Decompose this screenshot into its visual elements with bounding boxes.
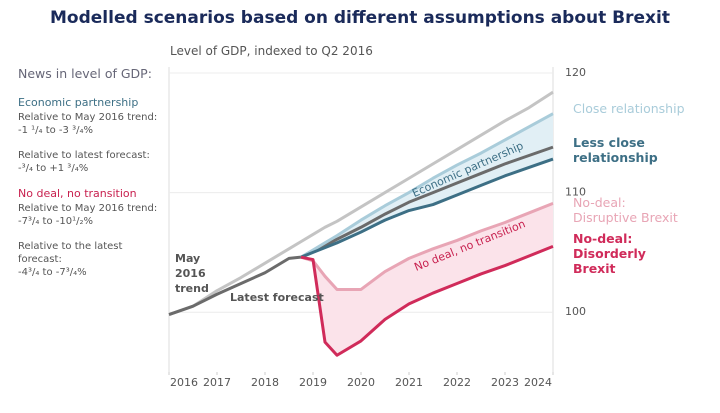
series-line xyxy=(300,201,554,291)
item-value: -4³/₄ to -7³/₄% xyxy=(18,267,87,278)
item-value: -³/₄ to +1 ³/₄% xyxy=(18,163,89,174)
x-tick-label: 2021 xyxy=(395,376,423,389)
band xyxy=(301,203,553,356)
chart-title: Modelled scenarios based on different as… xyxy=(50,8,670,28)
y-tick-label: 120 xyxy=(565,66,586,79)
series-label: May 2016 trend xyxy=(175,252,209,295)
item-value: -7³/₄ to -10¹/₂% xyxy=(18,216,93,227)
series-line xyxy=(168,90,554,317)
x-tick-label: 2019 xyxy=(299,376,327,389)
x-tick-label: 2017 xyxy=(203,376,231,389)
item-label: Relative to May 2016 trend: xyxy=(18,112,158,123)
item-label: Relative to the latest forecast: xyxy=(18,241,123,265)
x-tick-label: 2022 xyxy=(443,376,471,389)
y-tick-label: 110 xyxy=(565,186,586,199)
side-heading: News in level of GDP: xyxy=(18,66,152,81)
item-label: Relative to May 2016 trend: xyxy=(18,203,158,214)
x-tick-label: 2020 xyxy=(347,376,375,389)
x-tick-label: 2016 xyxy=(170,376,198,389)
x-tick-label: 2023 xyxy=(491,376,519,389)
series-label: Less close relationship xyxy=(573,135,658,165)
series-label: Latest forecast xyxy=(230,291,324,304)
series-line xyxy=(300,245,554,357)
series-label: No-deal: Disruptive Brexit xyxy=(573,195,678,225)
chart-subtitle: Level of GDP, indexed to Q2 2016 xyxy=(170,44,373,58)
section-title: No deal, no transition xyxy=(18,187,137,200)
series-line xyxy=(168,145,554,317)
y-tick-label: 100 xyxy=(565,305,586,318)
item-label: Relative to latest forecast: xyxy=(18,150,150,161)
item-value: -1 ¹/₄ to -3 ³/₄% xyxy=(18,125,93,136)
section-title: Economic partnership xyxy=(18,96,139,109)
series-label: Close relationship xyxy=(573,101,685,116)
side-panel: News in level of GDP: Economic partnersh… xyxy=(18,66,168,291)
x-tick-label: 2024 xyxy=(524,376,552,389)
series-label: No-deal: Disorderly Brexit xyxy=(573,231,646,276)
series-line xyxy=(300,112,554,259)
x-tick-label: 2018 xyxy=(251,376,279,389)
series-line xyxy=(300,157,554,259)
